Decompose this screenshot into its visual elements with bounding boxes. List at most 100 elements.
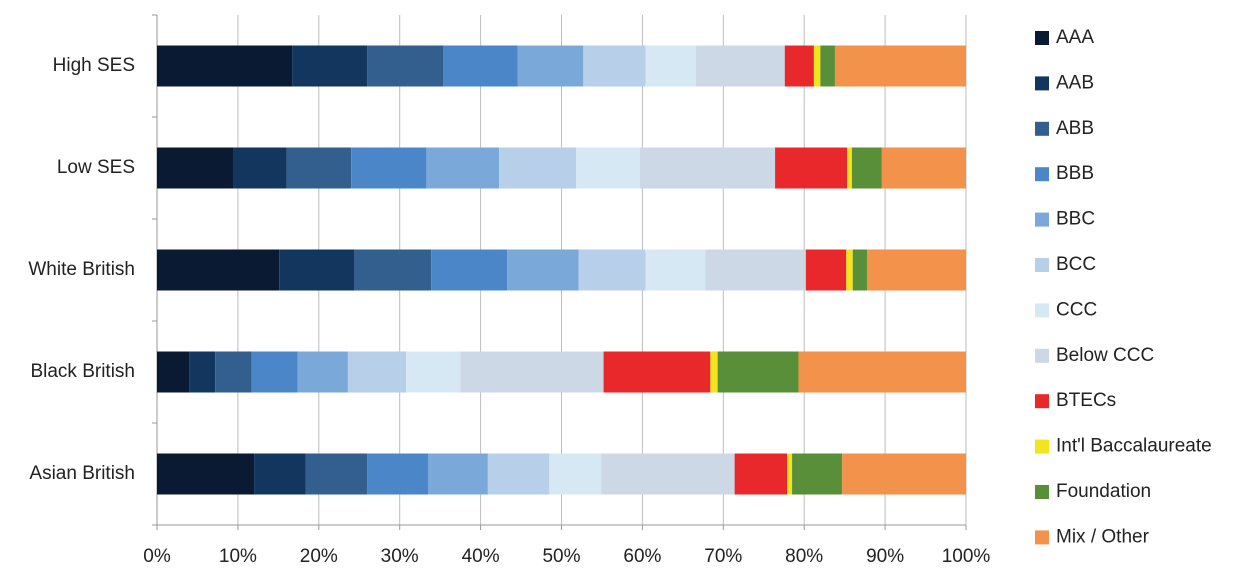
legend-swatch <box>1035 167 1049 182</box>
bar-segment <box>251 351 298 393</box>
legend-swatch <box>1035 485 1049 499</box>
bar-segment <box>645 45 696 87</box>
y-tick-label: White British <box>28 259 135 280</box>
bar-segment <box>787 453 793 495</box>
legend-label: Mix / Other <box>1056 526 1150 547</box>
bar-segment <box>157 147 234 189</box>
x-tick-label: 50% <box>542 546 580 567</box>
bar-segment <box>820 45 835 87</box>
bar-segment <box>717 351 799 393</box>
legend-swatch <box>1035 76 1049 91</box>
bar-segment <box>847 147 852 189</box>
legend-swatch <box>1035 394 1049 409</box>
x-tick-label: 70% <box>704 546 742 567</box>
bar-segment <box>710 351 718 393</box>
bar-segment <box>645 249 706 291</box>
x-tick-label: 80% <box>785 546 823 567</box>
legend-label: CCC <box>1056 299 1097 320</box>
legend-swatch <box>1035 303 1049 318</box>
y-tick-label: Asian British <box>29 463 135 484</box>
x-tick-label: 40% <box>462 546 500 567</box>
bar-segment <box>583 45 646 87</box>
bar-segment <box>157 45 293 87</box>
y-tick-label: Black British <box>30 361 135 382</box>
legend-label: Foundation <box>1056 481 1151 502</box>
bar-segment <box>487 453 550 495</box>
x-tick-label: 60% <box>623 546 661 567</box>
x-tick-label: 100% <box>942 546 991 567</box>
bar-segment <box>292 45 368 87</box>
legend-label: ABB <box>1056 118 1094 139</box>
bar-segment <box>805 249 847 291</box>
bar-segment <box>367 453 429 495</box>
bar-segment <box>813 45 821 87</box>
bar-segment <box>798 351 966 393</box>
bar-segment <box>881 147 966 189</box>
x-tick-label: 0% <box>143 546 171 567</box>
legend-label: BCC <box>1056 254 1096 275</box>
legend-label: AAA <box>1056 27 1094 48</box>
bar-segment <box>351 147 427 189</box>
x-tick-label: 20% <box>300 546 338 567</box>
bar-segment <box>157 249 280 291</box>
bar-segment <box>784 45 814 87</box>
bar-segment <box>705 249 806 291</box>
bar-segment <box>576 147 640 189</box>
bar-segment <box>431 249 508 291</box>
legend-label: BBB <box>1056 163 1094 184</box>
legend-label: AAB <box>1056 72 1094 93</box>
bar-segment <box>215 351 252 393</box>
bar-segment <box>867 249 966 291</box>
bar-segment <box>834 45 966 87</box>
legend-label: Int'l Baccalaureate <box>1056 436 1212 457</box>
bar-segment <box>603 351 711 393</box>
bar-segment <box>842 453 966 495</box>
bar-segment <box>499 147 577 189</box>
legend-swatch <box>1035 348 1049 363</box>
y-tick-label: Low SES <box>57 157 135 178</box>
bar-segment <box>305 453 368 495</box>
bar-segment <box>286 147 352 189</box>
bar-segment <box>734 453 788 495</box>
y-tick-label: High SES <box>53 55 135 76</box>
legend-swatch <box>1035 31 1049 45</box>
legend-swatch <box>1035 121 1049 136</box>
bar-segment <box>851 147 882 189</box>
bar-segment <box>254 453 306 495</box>
bar-segment <box>157 453 255 495</box>
bar-segment <box>695 45 785 87</box>
bar-segment <box>426 147 500 189</box>
x-tick-label: 30% <box>381 546 419 567</box>
legend-label: Below CCC <box>1056 345 1154 366</box>
bar-segment <box>354 249 432 291</box>
bar-segment <box>792 453 843 495</box>
legend-swatch <box>1035 258 1049 272</box>
x-tick-label: 90% <box>866 546 904 567</box>
legend-swatch <box>1035 439 1049 454</box>
bar-segment <box>578 249 646 291</box>
legend-label: BTECs <box>1056 390 1116 411</box>
bar-segment <box>852 249 868 291</box>
bar-segment <box>367 45 444 87</box>
bar-segment <box>460 351 604 393</box>
x-tick-label: 10% <box>219 546 257 567</box>
bar-segment <box>189 351 216 393</box>
bar-segment <box>347 351 407 393</box>
legend-swatch <box>1035 212 1049 227</box>
bar-segment <box>601 453 735 495</box>
bar-segment <box>428 453 488 495</box>
bar-segment <box>297 351 348 393</box>
legend-swatch <box>1035 530 1049 545</box>
bar-segment <box>549 453 602 495</box>
bar-segment <box>279 249 355 291</box>
bar-segment <box>443 45 518 87</box>
bar-segment <box>846 249 853 291</box>
bar-segment <box>157 351 190 393</box>
bar-segment <box>406 351 461 393</box>
legend-label: BBC <box>1056 209 1095 230</box>
bar-segment <box>775 147 848 189</box>
bar-segment <box>517 45 584 87</box>
bar-segment <box>233 147 287 189</box>
bar-segment <box>507 249 579 291</box>
bar-segment <box>639 147 776 189</box>
